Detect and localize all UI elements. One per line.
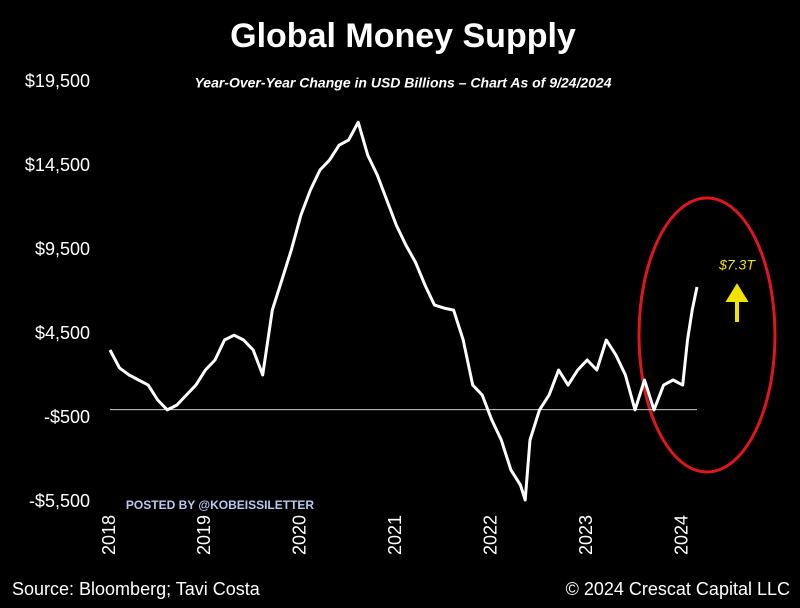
copyright: © 2024 Crescat Capital LLC [566, 579, 790, 599]
y-tick-label: $4,500 [35, 323, 90, 343]
x-tick-label: 2018 [99, 515, 119, 555]
x-tick-label: 2023 [576, 515, 596, 555]
data-line [108, 120, 699, 502]
x-tick-label: 2024 [671, 515, 691, 555]
highlight-ellipse [637, 196, 777, 474]
x-tick-label: 2021 [385, 515, 405, 555]
chart-title: Global Money Supply [230, 17, 576, 55]
y-tick-label: $14,500 [25, 155, 90, 175]
y-tick-label: -$5,500 [29, 491, 90, 511]
watermark: POSTED BY @KOBEISSILETTER [126, 498, 315, 512]
annotation-arrow [725, 283, 749, 322]
x-tick-label: 2019 [194, 515, 214, 555]
y-tick-label: $9,500 [35, 239, 90, 259]
annotation: $7.3T [718, 257, 756, 273]
x-tick-label: 2020 [290, 515, 310, 555]
y-tick-label: $19,500 [25, 71, 90, 91]
x-tick-label: 2022 [481, 515, 501, 555]
chart-subtitle: Year-Over-Year Change in USD Billions – … [194, 75, 611, 91]
y-tick-label: -$500 [44, 407, 90, 427]
source: Source: Bloomberg; Tavi Costa [12, 579, 261, 599]
